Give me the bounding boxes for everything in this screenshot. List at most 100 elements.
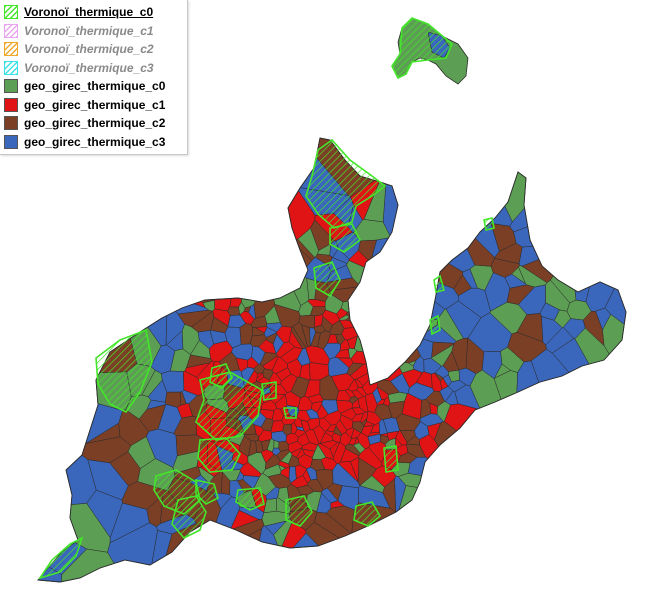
- commune-cell: [366, 411, 382, 426]
- commune-cell: [509, 138, 626, 233]
- commune-cell: [214, 138, 250, 312]
- legend-item[interactable]: geo_girec_thermique_c3: [0, 133, 187, 152]
- commune-cell: [317, 243, 331, 256]
- legend-label: geo_girec_thermique_c3: [24, 134, 166, 149]
- commune-cell: [493, 370, 518, 441]
- commune-cell: [323, 410, 342, 426]
- commune-cell: [261, 449, 275, 464]
- commune-cell: [179, 391, 187, 406]
- voronoi-cell: [329, 223, 362, 253]
- commune-cell: [337, 485, 359, 511]
- voronoi-cell: [285, 495, 313, 527]
- commune-cell: [374, 403, 393, 420]
- commune-cell: [595, 307, 612, 331]
- voronoi-cell: [209, 363, 233, 389]
- commune-cell: [406, 138, 626, 223]
- commune-cell: [198, 467, 215, 484]
- commune-cell: [346, 260, 395, 299]
- hatch-swatch-icon: [4, 60, 18, 75]
- commune-cell: [215, 528, 263, 582]
- voronoi-c0-layer: [38, 138, 495, 580]
- legend-item[interactable]: geo_girec_thermique_c0: [0, 77, 187, 96]
- commune-cell: [346, 295, 392, 323]
- voronoi-cell: [171, 495, 207, 539]
- commune-cell: [276, 325, 292, 344]
- commune-cell: [332, 442, 346, 465]
- commune-cell: [513, 183, 626, 248]
- commune-cell: [280, 373, 298, 393]
- voronoi-cell: [235, 487, 265, 511]
- legend-label: geo_girec_thermique_c2: [24, 116, 166, 131]
- commune-cell: [585, 138, 626, 312]
- commune-cell: [304, 379, 321, 398]
- legend-item[interactable]: Voronoï_thermique_c2: [0, 40, 187, 59]
- voronoi-cell: [313, 261, 341, 298]
- commune-cell: [350, 457, 360, 483]
- voronoi-cell: [429, 314, 441, 336]
- commune-cell: [340, 407, 357, 421]
- legend-label: geo_girec_thermique_c0: [24, 79, 166, 94]
- commune-cell: [327, 333, 339, 344]
- commune-cell: [315, 469, 334, 491]
- canton-border: [37, 137, 627, 583]
- voronoi-cell: [483, 217, 495, 231]
- commune-cell: [348, 396, 359, 404]
- commune-cell: [224, 326, 242, 349]
- commune-cell: [430, 343, 454, 367]
- commune-cell: [511, 266, 526, 285]
- commune-cell: [248, 440, 257, 457]
- hatch-swatch-icon: [4, 23, 18, 38]
- layer-legend: Voronoï_thermique_c0 Voronoï_thermique_c1…: [0, 0, 188, 155]
- commune-cell: [367, 433, 381, 445]
- fill-swatch-icon: [4, 79, 18, 94]
- commune-cell: [395, 413, 421, 431]
- commune-cell: [265, 486, 280, 500]
- commune-cell: [397, 485, 626, 582]
- commune-cell: [321, 399, 339, 415]
- voronoi-cell: [353, 501, 382, 527]
- legend-item[interactable]: geo_girec_thermique_c1: [0, 96, 187, 115]
- voronoi-cell: [383, 445, 399, 473]
- commune-cell: [239, 323, 253, 345]
- commune-cell: [347, 379, 359, 392]
- commune-cell: [240, 241, 267, 309]
- commune-cell: [298, 314, 315, 329]
- commune-cell: [307, 417, 321, 430]
- legend-label: Voronoï_thermique_c2: [24, 42, 154, 57]
- commune-cell: [506, 284, 535, 305]
- commune-cell: [434, 421, 608, 559]
- commune-cell: [347, 335, 358, 349]
- commune-cell: [539, 302, 560, 321]
- commune-cell: [514, 360, 619, 582]
- commune-cell: [458, 287, 491, 318]
- commune-cell: [421, 209, 476, 273]
- voronoi-cell: [261, 381, 277, 401]
- commune-cell: [401, 393, 422, 420]
- commune-cell: [370, 237, 419, 294]
- commune-cell: [458, 367, 477, 387]
- commune-cell: [278, 441, 289, 452]
- commune-cell: [330, 373, 355, 392]
- legend-item[interactable]: Voronoï_thermique_c0: [0, 3, 187, 22]
- commune-cell: [270, 420, 285, 433]
- commune-cell: [374, 347, 403, 382]
- commune-cell: [353, 437, 360, 445]
- legend-item[interactable]: Voronoï_thermique_c1: [0, 22, 187, 41]
- commune-cell: [109, 451, 141, 487]
- legend-item[interactable]: Voronoï_thermique_c3: [0, 59, 187, 78]
- commune-cell: [339, 319, 370, 329]
- fill-swatch-icon: [4, 97, 18, 112]
- commune-cell: [518, 243, 576, 267]
- voronoi-cell: [283, 407, 297, 419]
- legend-item[interactable]: geo_girec_thermique_c2: [0, 114, 187, 133]
- legend-label: Voronoï_thermique_c3: [24, 60, 154, 75]
- voronoi-cell: [95, 328, 153, 414]
- voronoi-cell: [195, 479, 219, 505]
- hatch-swatch-icon: [4, 42, 18, 57]
- commune-cell: [271, 356, 288, 374]
- commune-cell: [278, 464, 287, 472]
- commune-cell: [440, 377, 449, 390]
- commune-cell: [273, 440, 280, 449]
- commune-cell: [254, 326, 268, 334]
